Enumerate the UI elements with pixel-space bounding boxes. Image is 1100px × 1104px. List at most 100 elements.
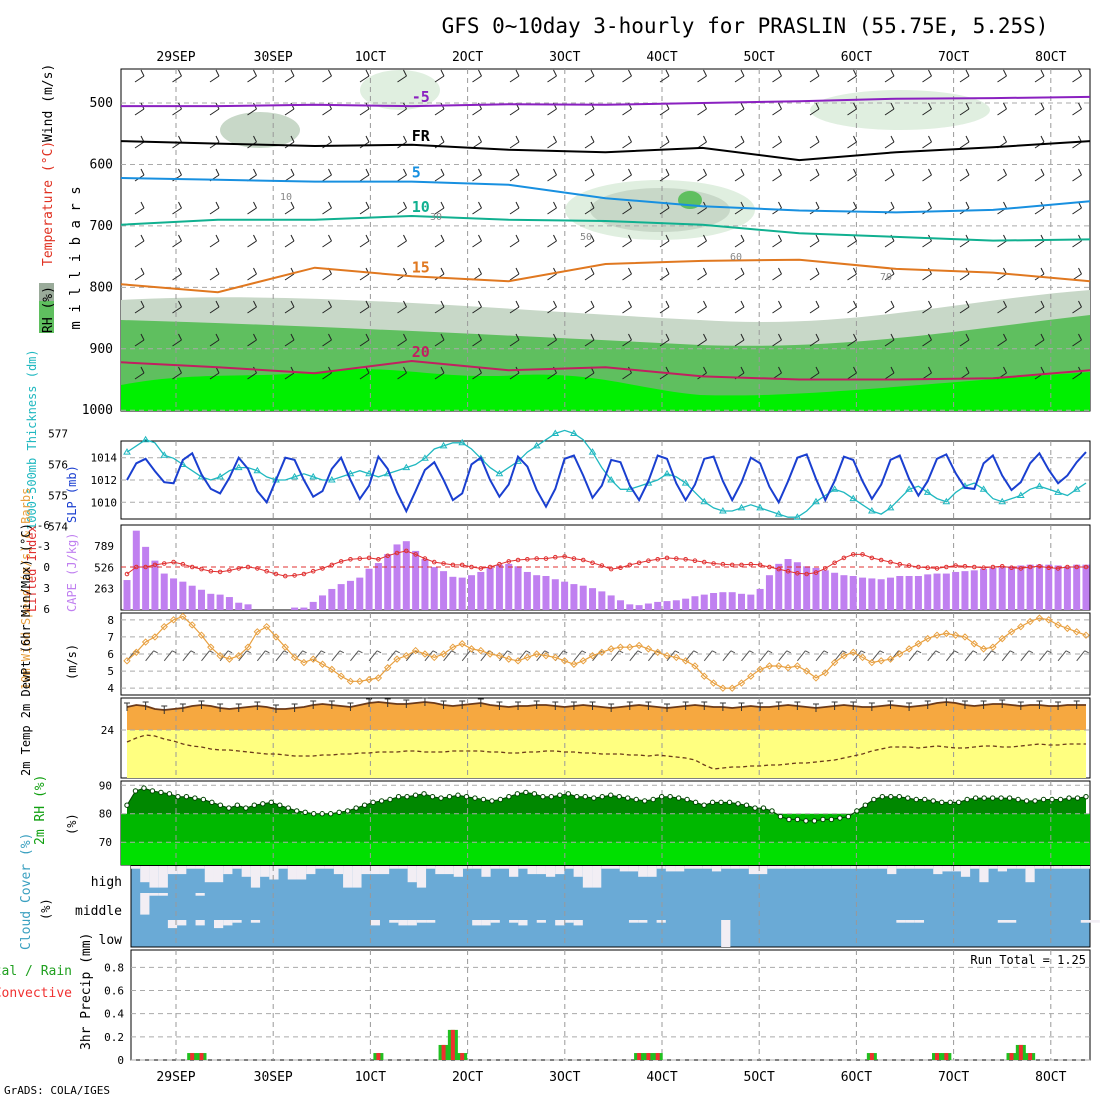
date-label-top: 6OCT: [841, 50, 872, 65]
thickness-marker: [1054, 488, 1062, 495]
wind-marker: [262, 622, 271, 631]
cape-bar: [300, 607, 308, 610]
cloud-cell: [472, 866, 482, 869]
wind-barb: [284, 300, 295, 314]
li-marker: [171, 559, 176, 565]
cloud-cell: [711, 866, 722, 872]
li-marker: [441, 561, 446, 566]
rh-marker: [726, 799, 733, 806]
wind-barb-10m: [443, 650, 456, 662]
cloud-cell: [933, 866, 943, 875]
li-marker: [1027, 564, 1033, 570]
wind-barb: [884, 168, 895, 182]
wind-barb: [359, 69, 370, 83]
li-marker: [627, 562, 633, 568]
wind-barb: [734, 234, 745, 248]
wind-barb: [884, 333, 895, 347]
cape-bar: [142, 546, 150, 610]
rh-marker: [820, 816, 826, 823]
wind-barb: [547, 234, 557, 248]
cape-bar: [849, 576, 857, 610]
wind-barb: [472, 300, 482, 314]
wind-barb: [247, 300, 257, 314]
rh-marker: [837, 815, 843, 821]
wind-barb: [809, 267, 820, 281]
cloud-cell: [177, 866, 187, 875]
date-label-top: 2OCT: [452, 50, 483, 65]
li-marker: [525, 557, 530, 562]
cloud-cell: [223, 920, 233, 926]
cloud-cell: [564, 920, 574, 923]
pressure-tick: 900: [90, 342, 113, 357]
cape-bar: [905, 576, 913, 610]
temp-range-bar: [477, 698, 484, 707]
rh-marker: [472, 795, 478, 801]
temp-tick: 24: [101, 724, 115, 737]
cloud-cell: [813, 866, 823, 869]
precip-tick: 0: [117, 1054, 124, 1067]
rh-marker: [608, 792, 614, 798]
rh-marker: [361, 802, 368, 808]
wind-marker: [272, 633, 280, 641]
date-label-bottom: 3OCT: [549, 1070, 580, 1085]
cloud-cell: [398, 866, 408, 869]
cloud-cell: [601, 866, 611, 869]
date-label-top: 1OCT: [355, 50, 386, 65]
li-marker: [869, 555, 875, 561]
rh-marker: [701, 802, 707, 808]
thickness-marker: [998, 497, 1007, 505]
thickness-marker: [402, 463, 411, 471]
wind-barb: [622, 333, 632, 347]
wind-marker: [812, 674, 820, 682]
cape-bar: [346, 580, 354, 610]
wind-barb-10m: [759, 650, 773, 662]
thickness-marker: [607, 476, 616, 483]
li-marker: [357, 556, 363, 561]
cape-bar: [458, 577, 466, 610]
cloud-layer-label: middle: [75, 904, 122, 919]
rh-patch: [360, 70, 440, 110]
wind-marker: [523, 653, 532, 662]
wind-barb: [134, 69, 145, 83]
li-marker: [1074, 564, 1079, 570]
li-marker: [971, 564, 977, 570]
wind-barb: [434, 300, 445, 314]
wind-barb: [659, 135, 670, 149]
wind-marker: [253, 628, 262, 636]
li-marker: [134, 564, 139, 570]
wind-barb-10m: [163, 650, 177, 662]
cloud-cell: [564, 866, 574, 869]
wind-barb: [359, 366, 370, 380]
cloud-cell: [315, 866, 325, 869]
cloud-cell: [831, 866, 842, 869]
cloud-cell: [758, 866, 768, 875]
cape-bar: [132, 530, 140, 610]
cloud-cell: [905, 920, 915, 923]
cape-bar: [561, 581, 569, 610]
temp-range-bar: [682, 701, 689, 710]
cape-bar: [179, 581, 187, 610]
wind-barb: [734, 102, 745, 116]
wind-barb: [359, 234, 370, 248]
wind-marker: [318, 660, 327, 668]
rh-marker: [506, 793, 512, 800]
li-marker: [599, 563, 605, 568]
wind-marker: [402, 652, 411, 660]
wind-barb: [584, 135, 595, 149]
wind-barb: [622, 267, 632, 281]
wind-barb: [172, 300, 182, 314]
ylabel-temperature: 2m Temp 2m DewPt (6hr Min/Max) (°C): [19, 523, 33, 776]
wind-barb: [209, 234, 220, 248]
cloud-cell: [1062, 866, 1072, 869]
li-marker: [227, 568, 232, 573]
cape-bar: [393, 544, 401, 610]
temp-range-bar: [552, 701, 559, 710]
rh-marker: [1023, 798, 1030, 804]
temp-range-bar: [906, 702, 913, 711]
cloud-cell: [149, 866, 159, 888]
li-marker: [338, 559, 344, 564]
thickness-marker: [458, 438, 467, 446]
li-marker: [646, 558, 651, 564]
wind-marker: [449, 643, 457, 651]
cloud-cell: [859, 866, 869, 869]
